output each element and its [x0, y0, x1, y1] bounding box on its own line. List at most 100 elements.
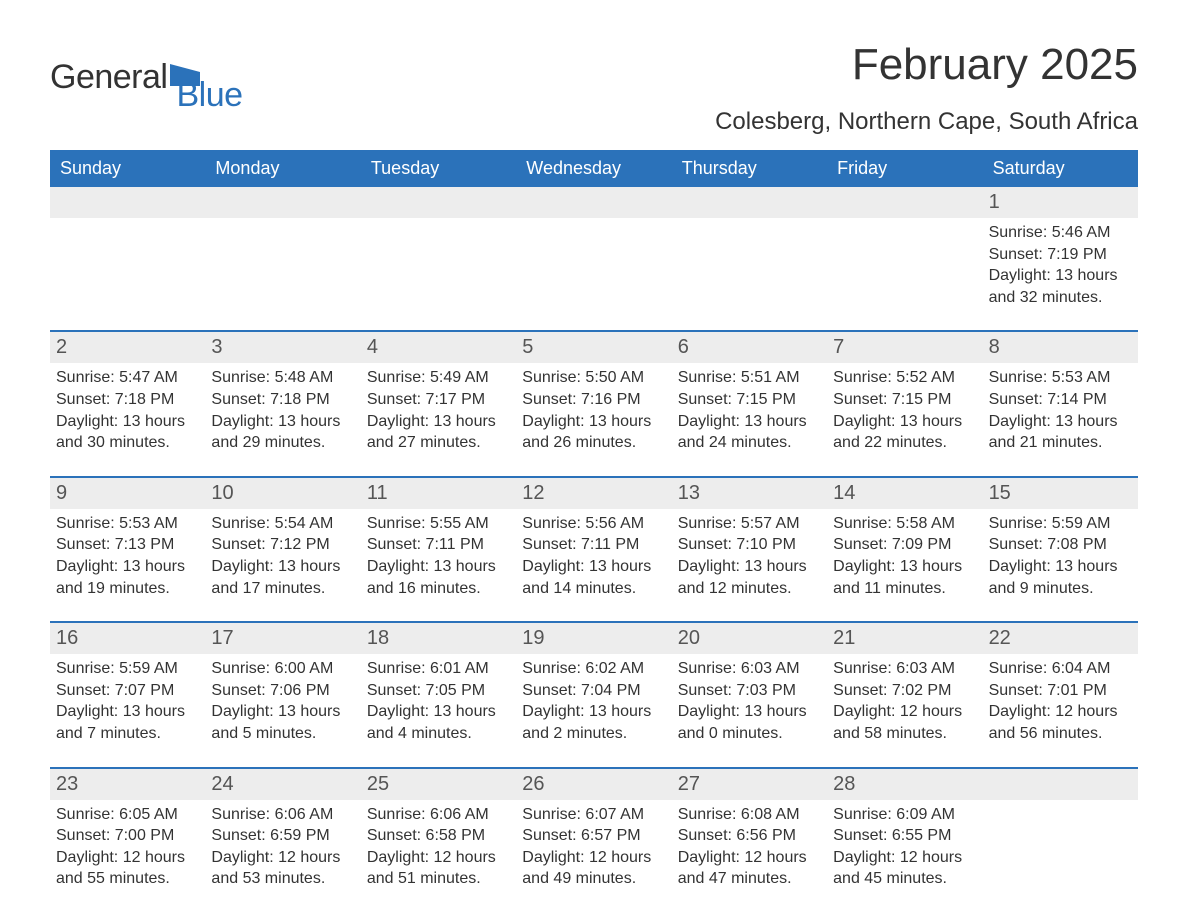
day-number: 22: [983, 623, 1138, 654]
day-number: 13: [672, 478, 827, 509]
day-cell: Sunrise: 6:01 AMSunset: 7:05 PMDaylight:…: [361, 654, 516, 766]
day-cell: Sunrise: 5:47 AMSunset: 7:18 PMDaylight:…: [50, 363, 205, 475]
detail-dl1: Daylight: 13 hours: [989, 265, 1126, 287]
detail-sunset: Sunset: 7:18 PM: [211, 389, 348, 411]
day-number: 28: [827, 769, 982, 800]
page-header: General Blue February 2025 Colesberg, No…: [50, 40, 1138, 136]
day-number: 18: [361, 623, 516, 654]
weekday-col-0: Sunday: [50, 150, 205, 187]
day-cell: Sunrise: 6:02 AMSunset: 7:04 PMDaylight:…: [516, 654, 671, 766]
detail-sunset: Sunset: 7:05 PM: [367, 680, 504, 702]
detail-sunrise: Sunrise: 6:06 AM: [367, 804, 504, 826]
detail-dl1: Daylight: 13 hours: [833, 556, 970, 578]
detail-sunset: Sunset: 6:57 PM: [522, 825, 659, 847]
detail-sunrise: Sunrise: 5:55 AM: [367, 513, 504, 535]
logo-word-2: Blue: [176, 76, 242, 115]
weekday-col-2: Tuesday: [361, 150, 516, 187]
detail-dl1: Daylight: 13 hours: [56, 701, 193, 723]
day-cell: Sunrise: 6:07 AMSunset: 6:57 PMDaylight:…: [516, 800, 671, 912]
detail-sunset: Sunset: 7:03 PM: [678, 680, 815, 702]
detail-sunset: Sunset: 6:59 PM: [211, 825, 348, 847]
detail-dl2: and 27 minutes.: [367, 432, 504, 454]
day-number: 11: [361, 478, 516, 509]
detail-dl1: Daylight: 13 hours: [367, 701, 504, 723]
daynum-stripe: 2345678: [50, 332, 1138, 363]
detail-sunset: Sunset: 7:14 PM: [989, 389, 1126, 411]
day-detail: Sunrise: 5:57 AMSunset: 7:10 PMDaylight:…: [676, 509, 817, 599]
detail-sunrise: Sunrise: 5:53 AM: [989, 367, 1126, 389]
day-cell: Sunrise: 5:53 AMSunset: 7:14 PMDaylight:…: [983, 363, 1138, 475]
detail-dl2: and 0 minutes.: [678, 723, 815, 745]
detail-sunset: Sunset: 7:17 PM: [367, 389, 504, 411]
detail-sunrise: Sunrise: 6:02 AM: [522, 658, 659, 680]
detail-sunset: Sunset: 6:55 PM: [833, 825, 970, 847]
day-detail: Sunrise: 6:04 AMSunset: 7:01 PMDaylight:…: [987, 654, 1128, 744]
day-cell: [983, 800, 1138, 912]
day-cell: Sunrise: 5:59 AMSunset: 7:07 PMDaylight:…: [50, 654, 205, 766]
calendar-weekday-header: SundayMondayTuesdayWednesdayThursdayFrid…: [50, 150, 1138, 187]
detail-sunrise: Sunrise: 6:03 AM: [678, 658, 815, 680]
day-cell: Sunrise: 5:57 AMSunset: 7:10 PMDaylight:…: [672, 509, 827, 621]
calendar-week-0: ......1Sunrise: 5:46 AMSunset: 7:19 PMDa…: [50, 187, 1138, 330]
day-cell: [827, 218, 982, 330]
day-detail: Sunrise: 5:55 AMSunset: 7:11 PMDaylight:…: [365, 509, 506, 599]
day-cell: Sunrise: 5:52 AMSunset: 7:15 PMDaylight:…: [827, 363, 982, 475]
day-cell: Sunrise: 5:53 AMSunset: 7:13 PMDaylight:…: [50, 509, 205, 621]
detail-sunset: Sunset: 7:10 PM: [678, 534, 815, 556]
day-detail: Sunrise: 5:52 AMSunset: 7:15 PMDaylight:…: [831, 363, 972, 453]
day-cell: Sunrise: 6:03 AMSunset: 7:02 PMDaylight:…: [827, 654, 982, 766]
detail-dl2: and 26 minutes.: [522, 432, 659, 454]
detail-dl1: Daylight: 12 hours: [833, 701, 970, 723]
day-cell: Sunrise: 5:56 AMSunset: 7:11 PMDaylight:…: [516, 509, 671, 621]
weekday-col-3: Wednesday: [516, 150, 671, 187]
detail-sunset: Sunset: 7:06 PM: [211, 680, 348, 702]
detail-sunrise: Sunrise: 5:51 AM: [678, 367, 815, 389]
day-detail: Sunrise: 5:47 AMSunset: 7:18 PMDaylight:…: [54, 363, 195, 453]
detail-sunset: Sunset: 6:56 PM: [678, 825, 815, 847]
day-number: 25: [361, 769, 516, 800]
day-detail: Sunrise: 6:09 AMSunset: 6:55 PMDaylight:…: [831, 800, 972, 890]
detail-sunset: Sunset: 6:58 PM: [367, 825, 504, 847]
detail-sunset: Sunset: 7:12 PM: [211, 534, 348, 556]
day-detail: Sunrise: 5:53 AMSunset: 7:13 PMDaylight:…: [54, 509, 195, 599]
day-number: 9: [50, 478, 205, 509]
calendar-week-3: 16171819202122Sunrise: 5:59 AMSunset: 7:…: [50, 621, 1138, 766]
detail-dl1: Daylight: 12 hours: [367, 847, 504, 869]
detail-sunset: Sunset: 7:07 PM: [56, 680, 193, 702]
day-number: 23: [50, 769, 205, 800]
weekday-col-6: Saturday: [983, 150, 1138, 187]
detail-sunrise: Sunrise: 5:57 AM: [678, 513, 815, 535]
detail-sunrise: Sunrise: 6:00 AM: [211, 658, 348, 680]
weekday-col-4: Thursday: [672, 150, 827, 187]
day-number: 12: [516, 478, 671, 509]
day-number: 8: [983, 332, 1138, 363]
day-number: 4: [361, 332, 516, 363]
detail-dl2: and 32 minutes.: [989, 287, 1126, 309]
detail-sunrise: Sunrise: 6:01 AM: [367, 658, 504, 680]
detail-dl2: and 19 minutes.: [56, 578, 193, 600]
detail-sunrise: Sunrise: 5:47 AM: [56, 367, 193, 389]
detail-dl1: Daylight: 12 hours: [833, 847, 970, 869]
day-detail: Sunrise: 6:03 AMSunset: 7:02 PMDaylight:…: [831, 654, 972, 744]
detail-dl2: and 47 minutes.: [678, 868, 815, 890]
day-number: 2: [50, 332, 205, 363]
detail-dl2: and 45 minutes.: [833, 868, 970, 890]
day-detail: Sunrise: 5:56 AMSunset: 7:11 PMDaylight:…: [520, 509, 661, 599]
day-cell: [205, 218, 360, 330]
day-number: 14: [827, 478, 982, 509]
location-subtitle: Colesberg, Northern Cape, South Africa: [715, 108, 1138, 136]
month-title: February 2025: [715, 40, 1138, 90]
detail-dl2: and 16 minutes.: [367, 578, 504, 600]
day-detail: Sunrise: 6:05 AMSunset: 7:00 PMDaylight:…: [54, 800, 195, 890]
title-block: February 2025 Colesberg, Northern Cape, …: [715, 40, 1138, 136]
day-detail: Sunrise: 5:53 AMSunset: 7:14 PMDaylight:…: [987, 363, 1128, 453]
detail-dl1: Daylight: 12 hours: [522, 847, 659, 869]
detail-dl1: Daylight: 13 hours: [56, 556, 193, 578]
day-cell: [361, 218, 516, 330]
detail-sunrise: Sunrise: 6:05 AM: [56, 804, 193, 826]
day-detail: Sunrise: 5:46 AMSunset: 7:19 PMDaylight:…: [987, 218, 1128, 308]
day-detail: Sunrise: 6:06 AMSunset: 6:59 PMDaylight:…: [209, 800, 350, 890]
day-number: 24: [205, 769, 360, 800]
detail-dl1: Daylight: 13 hours: [367, 411, 504, 433]
calendar-week-4: 232425262728.Sunrise: 6:05 AMSunset: 7:0…: [50, 767, 1138, 912]
